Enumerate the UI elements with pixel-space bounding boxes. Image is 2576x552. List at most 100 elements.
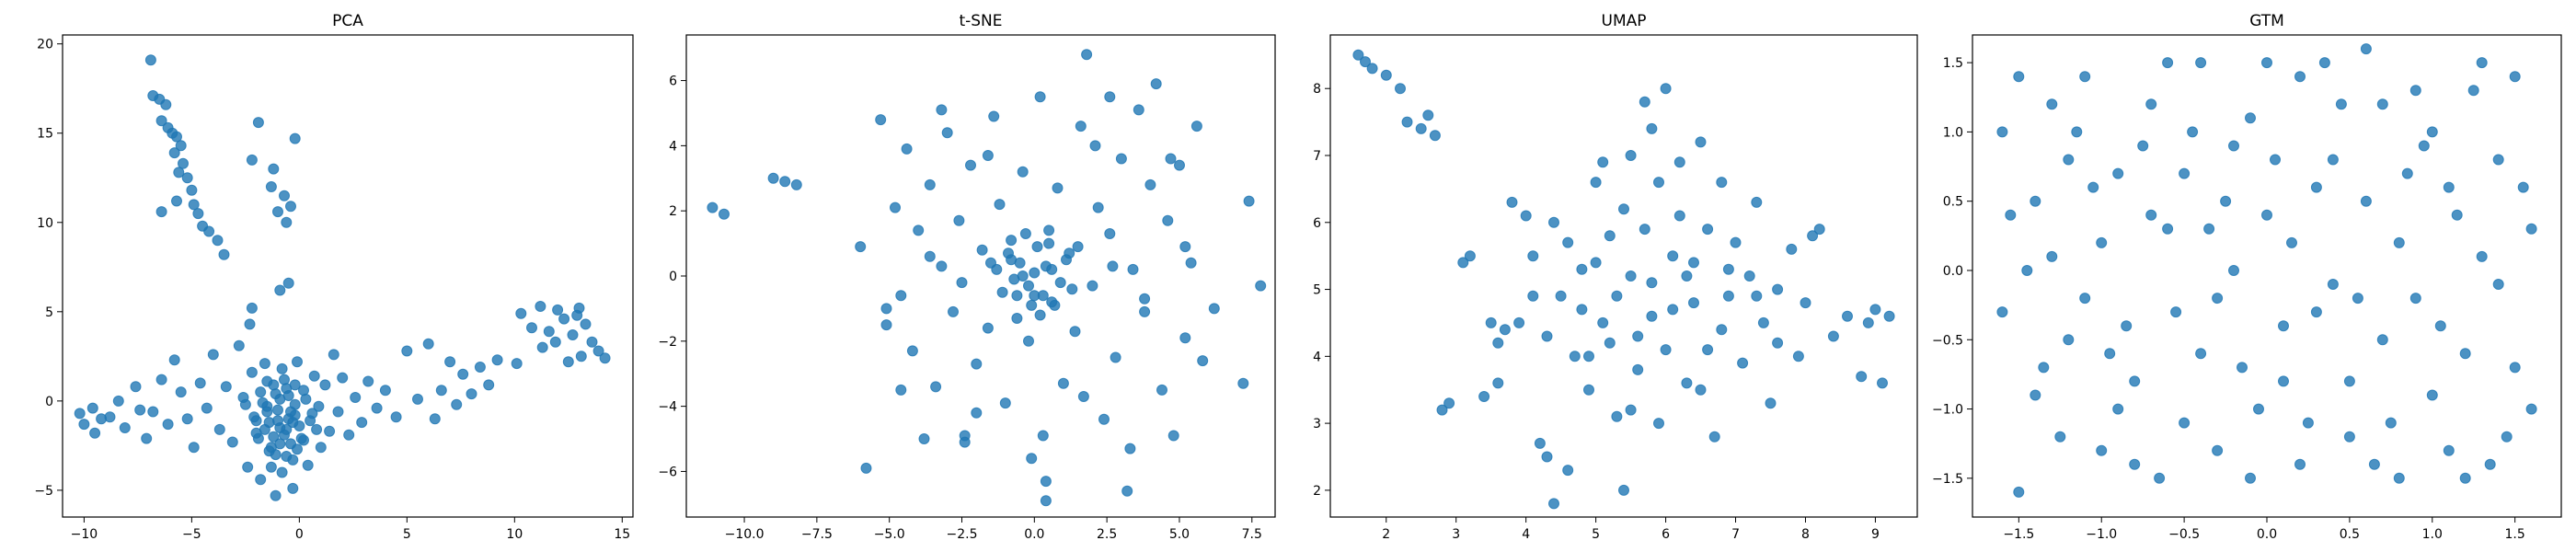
pca-point-45 (141, 432, 153, 444)
tsne-ytick-label-0: −6 (658, 465, 677, 479)
gtm-ytick-label-2: −0.5 (1932, 333, 1963, 348)
umap-point-95 (1625, 404, 1637, 416)
gtm-point-66 (2021, 265, 2033, 276)
pca-point-160 (575, 351, 587, 362)
tsne-point-54 (1139, 305, 1151, 317)
gtm-point-60 (2343, 375, 2355, 387)
umap-point-32 (1611, 410, 1623, 422)
gtm-point-89 (2237, 362, 2248, 374)
umap-xtick-label-5: 7 (1731, 527, 1740, 542)
tsne-point-104 (1124, 443, 1136, 454)
umap-xtick-label-7: 9 (1871, 527, 1880, 542)
pca-point-47 (155, 374, 167, 385)
tsne-point-102 (1165, 153, 1177, 165)
tsne-point-28 (999, 397, 1011, 409)
umap-ytick-label-2: 4 (1313, 350, 1321, 364)
tsne-point-57 (1156, 384, 1167, 396)
tsne-point-70 (1023, 280, 1034, 292)
pca-point-82 (313, 400, 325, 412)
umap-point-0 (1352, 49, 1364, 61)
gtm-point-37 (2096, 236, 2108, 248)
umap-point-4 (1395, 83, 1406, 95)
pca-point-159 (511, 358, 523, 370)
tsne-xtick-label-4: 0.0 (1024, 527, 1044, 542)
pca-point-10 (178, 157, 189, 169)
umap-point-50 (1737, 357, 1749, 369)
umap-point-19 (1520, 210, 1532, 222)
pca-point-131 (311, 423, 323, 435)
tsne-point-95 (924, 250, 936, 262)
tsne-point-6 (860, 462, 872, 474)
umap-point-31 (1604, 230, 1616, 242)
pca-point-22 (252, 117, 264, 129)
tsne-point-65 (1208, 303, 1220, 315)
pca-point-30 (272, 206, 283, 218)
tsne-point-44 (1081, 49, 1093, 61)
pca-ytick-label-1: 0 (45, 395, 53, 409)
gtm-point-21 (2343, 431, 2355, 443)
pca-point-52 (188, 442, 200, 454)
pca-point-40 (104, 411, 116, 423)
tsne-point-13 (913, 224, 925, 236)
gtm-point-49 (2492, 154, 2504, 166)
tsne-point-61 (1179, 332, 1191, 344)
gtm-point-81 (2517, 181, 2529, 193)
pca-point-91 (356, 417, 368, 429)
pca-point-95 (390, 411, 402, 423)
umap-point-41 (1673, 210, 1685, 222)
pca-point-7 (171, 131, 182, 143)
gtm-axes-frame (1972, 34, 2562, 518)
umap-point-71 (1611, 290, 1623, 302)
tsne-point-78 (1034, 309, 1046, 321)
gtm-ytick-label-6: 1.5 (1943, 56, 1963, 71)
pca-point-158 (536, 341, 548, 353)
tsne-point-108 (1104, 91, 1116, 103)
tsne-point-76 (1054, 277, 1066, 289)
umap-point-63 (1856, 371, 1868, 383)
tsne-point-110 (1179, 241, 1191, 253)
gtm-point-20 (2327, 154, 2339, 166)
tsne-point-89 (1006, 235, 1018, 247)
pca-point-14 (171, 195, 182, 207)
gtm-point-67 (2054, 431, 2066, 443)
pca-point-134 (255, 386, 267, 398)
umap-point-44 (1695, 136, 1707, 148)
umap-point-3 (1380, 69, 1392, 81)
pca-point-87 (332, 406, 344, 418)
gtm-point-30 (2492, 279, 2504, 290)
pca-point-35 (74, 408, 86, 420)
gtm-point-12 (2195, 57, 2207, 69)
pca-point-96 (401, 345, 413, 357)
tsne-panel: t-SNE −10.0 −7.5 −5.0 −2.5 0.0 2.5 5.0 7.5 −6 −4 −2… (658, 12, 1276, 542)
umap-point-77 (1681, 270, 1693, 282)
tsne-point-60 (1174, 159, 1185, 171)
umap-points (1352, 49, 1895, 510)
pca-point-18 (203, 225, 215, 237)
tsne-point-81 (1026, 299, 1038, 311)
gtm-point-56 (2212, 444, 2224, 456)
umap-point-39 (1660, 83, 1672, 95)
gtm-xtick-label-0: −1.5 (2003, 527, 2034, 542)
gtm-point-84 (2071, 126, 2083, 138)
tsne-point-1 (719, 208, 730, 220)
umap-point-69 (1646, 310, 1658, 322)
tsne-ytick-label-1: −4 (658, 400, 677, 415)
tsne-point-26 (988, 110, 1000, 122)
umap-ytick-label-3: 5 (1313, 283, 1321, 298)
gtm-point-0 (1996, 126, 2008, 138)
tsne-xtick-label-0: −10.0 (725, 527, 765, 542)
gtm-point-13 (2212, 293, 2224, 305)
umap-point-61 (1827, 330, 1839, 342)
tsne-point-9 (890, 201, 901, 213)
tsne-xtick-label-1: −7.5 (801, 527, 833, 542)
pca-xtick-label-1: −5 (182, 527, 201, 542)
gtm-title: GTM (2249, 12, 2284, 30)
pca-point-8 (175, 140, 187, 152)
umap-xtick-label-6: 8 (1801, 527, 1810, 542)
pca-point-90 (350, 392, 362, 403)
umap-point-30 (1597, 316, 1609, 328)
umap-point-26 (1569, 351, 1581, 362)
pca-xtick-label-5: 15 (614, 527, 630, 542)
umap-point-64 (1862, 316, 1874, 328)
pca-point-11 (173, 167, 185, 178)
